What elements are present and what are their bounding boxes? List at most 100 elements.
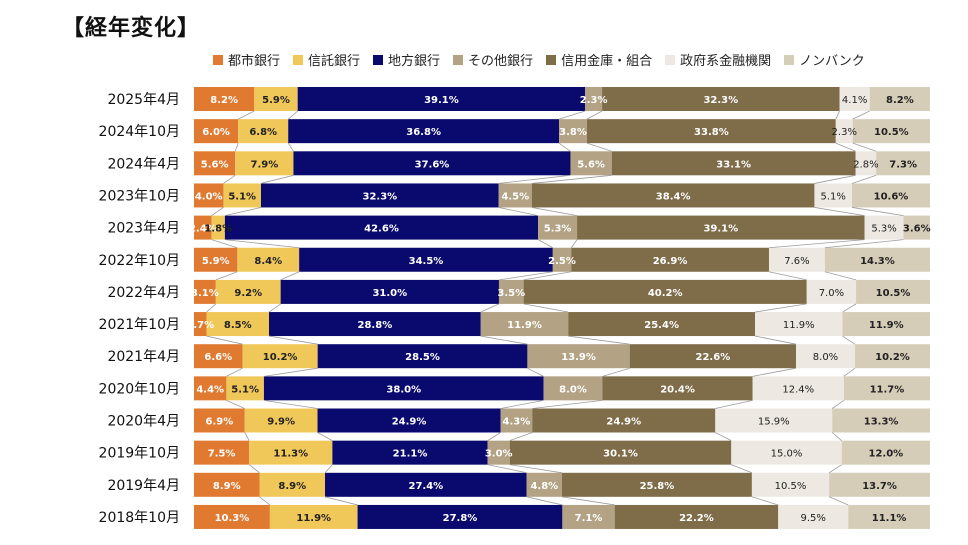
- bar-segment: [260, 183, 499, 208]
- bar-segment: [317, 408, 501, 433]
- legend-item: 信用金庫・組合: [546, 50, 652, 69]
- data-label: 6.0%: [202, 127, 230, 138]
- bar-segment: [194, 344, 243, 369]
- bar-segment: [843, 376, 930, 401]
- category-label: 2023年4月: [107, 221, 180, 237]
- bar-segment: [731, 440, 842, 465]
- legend-swatch: [784, 54, 795, 65]
- bar-segment: [852, 119, 930, 144]
- bar-segment: [280, 279, 499, 304]
- bar-segment: [587, 119, 836, 144]
- bar-segment: [715, 408, 833, 433]
- data-label: 5.1%: [228, 191, 256, 202]
- data-label: 13.9%: [561, 352, 596, 363]
- page-title: 【経年変化】: [62, 16, 201, 41]
- data-label: 3.8%: [559, 127, 587, 138]
- data-label: 7.6%: [784, 256, 809, 267]
- connector-line: [226, 367, 243, 377]
- connector-line: [317, 432, 333, 442]
- data-label: 32.3%: [703, 95, 738, 106]
- data-label: 12.4%: [782, 384, 814, 395]
- data-label: 10.5%: [775, 481, 807, 492]
- category-label: 2019年10月: [99, 446, 180, 462]
- connector-line: [752, 367, 797, 377]
- connector-line: [586, 142, 612, 152]
- data-label: 3.0%: [485, 449, 513, 460]
- bar-segment: [288, 119, 560, 144]
- connector-line: [842, 303, 857, 313]
- data-label: 11.9%: [296, 513, 331, 524]
- bar-segment: [755, 312, 843, 337]
- connector-line: [570, 239, 578, 248]
- bar-segment: [523, 279, 807, 304]
- bar-segment: [562, 472, 752, 497]
- data-label: 38.4%: [656, 191, 691, 202]
- connector-line: [852, 110, 870, 120]
- bar-segment: [614, 504, 779, 529]
- bar-segment: [498, 183, 532, 208]
- connector-line: [852, 142, 877, 152]
- data-label: 15.9%: [758, 417, 790, 428]
- legend-item: 信託銀行: [293, 50, 360, 69]
- data-label: 4.0%: [195, 191, 223, 202]
- data-label: 2.3%: [580, 95, 608, 106]
- connector-line: [206, 335, 243, 345]
- bar-segment: [224, 215, 539, 240]
- connector-line: [829, 496, 849, 506]
- legend-label: 政府系金融機関: [680, 54, 772, 69]
- data-label: 4.1%: [842, 95, 867, 106]
- connector-line: [851, 207, 904, 216]
- legend-label: ノンバンク: [799, 54, 865, 69]
- bar-segment: [325, 472, 527, 497]
- bar-segment: [538, 215, 578, 240]
- legend-swatch: [665, 54, 676, 65]
- data-label: 9.9%: [267, 417, 295, 428]
- data-label: 28.8%: [358, 320, 393, 331]
- connector-line: [537, 239, 554, 249]
- connector-line: [263, 367, 318, 377]
- bar-segment: [194, 376, 227, 401]
- bar-segment: [577, 215, 865, 240]
- bar-segment: [854, 344, 930, 369]
- bar-segment: [259, 472, 326, 497]
- bar-segment: [527, 344, 630, 369]
- connector-line: [498, 207, 539, 216]
- data-label: 32.3%: [362, 191, 397, 202]
- bar-segment: [480, 312, 569, 337]
- connector-line: [480, 303, 500, 313]
- bar-segment: [602, 376, 753, 401]
- connector-line: [211, 239, 238, 249]
- connector-line: [234, 143, 239, 152]
- bar-segment: [299, 247, 553, 272]
- legend-item: 地方銀行: [373, 50, 440, 69]
- data-label: 21.1%: [393, 449, 428, 460]
- category-label: 2020年4月: [107, 414, 180, 430]
- connector-line: [843, 367, 856, 377]
- bar-segment: [796, 344, 855, 369]
- data-label: 42.6%: [364, 224, 399, 235]
- connector-line: [731, 464, 753, 474]
- bar-segment: [855, 151, 877, 176]
- legend-item: 都市銀行: [213, 50, 280, 69]
- data-label: 27.4%: [408, 481, 443, 492]
- connector-line: [602, 367, 630, 377]
- connector-line: [527, 367, 544, 377]
- connector-line: [498, 174, 571, 184]
- data-label: 20.4%: [660, 384, 695, 395]
- bar-segment: [194, 151, 236, 176]
- bar-segment: [526, 472, 562, 497]
- data-label: 10.5%: [874, 127, 909, 138]
- connector-line: [498, 271, 553, 281]
- connector-line: [263, 399, 318, 409]
- data-label: 5.6%: [577, 159, 605, 170]
- data-label: 39.1%: [424, 95, 459, 106]
- data-label: 10.2%: [875, 352, 910, 363]
- connector-line: [224, 239, 300, 249]
- bar-segment: [194, 312, 207, 337]
- connector-line: [244, 432, 250, 441]
- data-label: 2.3%: [832, 127, 857, 138]
- bar-segment: [194, 215, 212, 240]
- legend-swatch: [293, 54, 304, 65]
- data-label: 28.5%: [405, 352, 440, 363]
- bar-segment: [194, 119, 239, 144]
